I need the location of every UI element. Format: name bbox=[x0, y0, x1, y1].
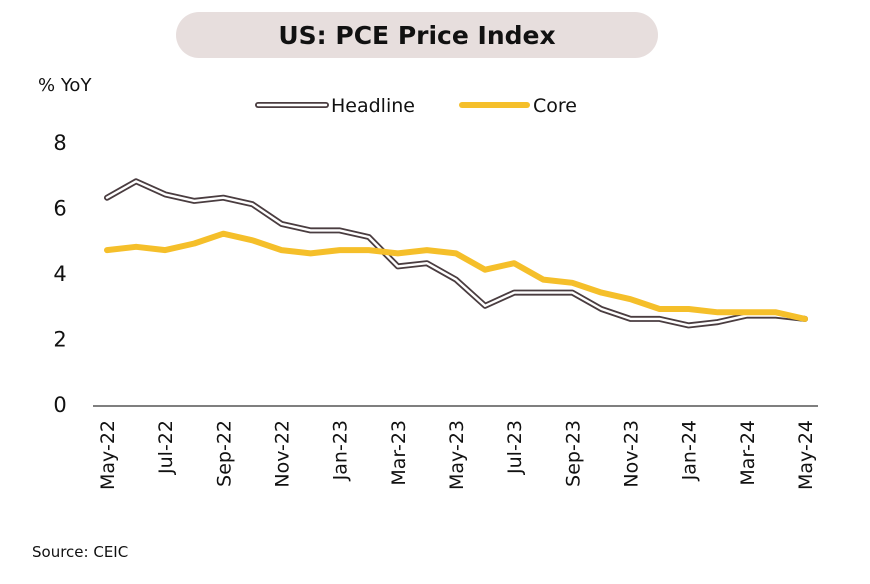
data-point bbox=[222, 232, 225, 235]
data-point bbox=[396, 252, 399, 255]
data-point bbox=[716, 321, 719, 324]
legend-label: Core bbox=[533, 95, 577, 117]
x-tick-label: Sep-22 bbox=[213, 420, 235, 487]
data-point bbox=[222, 196, 225, 199]
y-axis-label: % YoY bbox=[38, 75, 92, 96]
y-tick-label: 8 bbox=[53, 131, 66, 155]
series-line-headline bbox=[105, 180, 807, 327]
x-tick-label: Jan-23 bbox=[330, 420, 352, 481]
data-point bbox=[425, 262, 428, 265]
data-point bbox=[135, 245, 138, 248]
source-note: Source: CEIC bbox=[32, 543, 129, 561]
chart-title-pill: US: PCE Price Index bbox=[176, 12, 658, 58]
data-point bbox=[280, 249, 283, 252]
x-tick-label: May-24 bbox=[795, 420, 817, 490]
data-point bbox=[164, 193, 167, 196]
data-point bbox=[629, 298, 632, 301]
data-point bbox=[193, 199, 196, 202]
data-point bbox=[338, 229, 341, 232]
data-point bbox=[367, 249, 370, 252]
data-point bbox=[309, 252, 312, 255]
y-tick-label: 2 bbox=[53, 328, 66, 352]
data-point bbox=[658, 308, 661, 311]
x-tick-label: May-22 bbox=[97, 420, 119, 490]
x-tick-label: Mar-24 bbox=[737, 420, 759, 486]
y-tick-label: 6 bbox=[53, 197, 66, 221]
data-point bbox=[164, 249, 167, 252]
x-tick-label: Jan-24 bbox=[679, 420, 701, 481]
data-point bbox=[600, 291, 603, 294]
x-tick-label: Mar-23 bbox=[388, 420, 410, 486]
data-point bbox=[745, 311, 748, 314]
data-point bbox=[484, 304, 487, 307]
data-point bbox=[513, 262, 516, 265]
data-point bbox=[542, 291, 545, 294]
data-point bbox=[338, 249, 341, 252]
data-point bbox=[513, 291, 516, 294]
y-tick-label: 0 bbox=[53, 393, 66, 417]
data-point bbox=[193, 242, 196, 245]
data-point bbox=[542, 278, 545, 281]
data-point bbox=[629, 317, 632, 320]
x-tick-label: Nov-22 bbox=[272, 420, 294, 488]
data-point bbox=[571, 291, 574, 294]
x-tick-label: Jul-23 bbox=[504, 420, 526, 475]
x-tick-label: Jul-22 bbox=[155, 420, 177, 475]
data-point bbox=[106, 196, 109, 199]
legend-label: Headline bbox=[331, 95, 415, 117]
data-point bbox=[135, 180, 138, 183]
data-point bbox=[716, 311, 719, 314]
chart-title: US: PCE Price Index bbox=[278, 20, 556, 50]
x-tick-label: Sep-23 bbox=[562, 420, 584, 487]
data-point bbox=[309, 229, 312, 232]
data-point bbox=[280, 222, 283, 225]
data-point bbox=[106, 249, 109, 252]
data-point bbox=[251, 203, 254, 206]
data-point bbox=[658, 317, 661, 320]
series-line-core bbox=[104, 230, 808, 322]
data-point bbox=[455, 252, 458, 255]
data-point bbox=[804, 317, 807, 320]
y-tick-label: 4 bbox=[53, 262, 66, 286]
data-point bbox=[367, 236, 370, 239]
data-point bbox=[251, 239, 254, 242]
data-point bbox=[425, 249, 428, 252]
data-point bbox=[600, 308, 603, 311]
x-tick-label: May-23 bbox=[446, 420, 468, 490]
data-point bbox=[687, 324, 690, 327]
data-point bbox=[774, 311, 777, 314]
data-point bbox=[571, 281, 574, 284]
data-point bbox=[687, 308, 690, 311]
data-point bbox=[484, 268, 487, 271]
x-tick-label: Nov-23 bbox=[621, 420, 643, 488]
data-point bbox=[396, 265, 399, 268]
data-point bbox=[455, 278, 458, 281]
